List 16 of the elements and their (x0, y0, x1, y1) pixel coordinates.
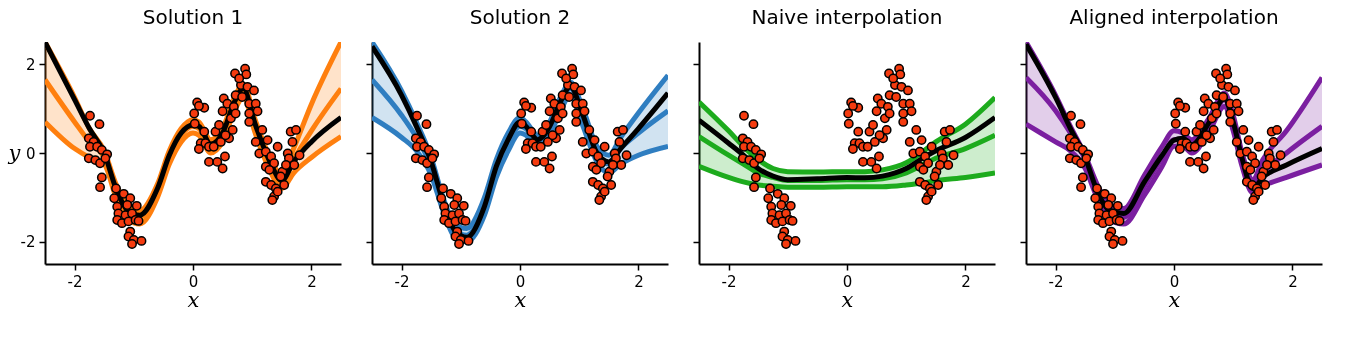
x-tick-label: 2 (307, 272, 317, 291)
x-tick-label: -2 (1048, 272, 1064, 291)
y-tick-label: 2 (25, 55, 36, 74)
x-tick-label: 2 (1288, 272, 1298, 291)
chart-title: Solution 1 (142, 5, 244, 29)
x-tick-label: 2 (961, 272, 971, 291)
x-tick-label: -2 (394, 272, 410, 291)
chart-title: Naive interpolation (751, 5, 943, 29)
x-tick-label: 2 (634, 272, 644, 291)
y-axis-title: y (7, 140, 22, 165)
y-tick-label: -2 (20, 233, 36, 252)
chart-title: Solution 2 (469, 5, 571, 29)
x-tick-label: -2 (67, 272, 83, 291)
y-tick-label: 0 (25, 144, 36, 163)
chart-title: Aligned interpolation (1069, 5, 1279, 29)
x-tick-label: -2 (721, 272, 737, 291)
